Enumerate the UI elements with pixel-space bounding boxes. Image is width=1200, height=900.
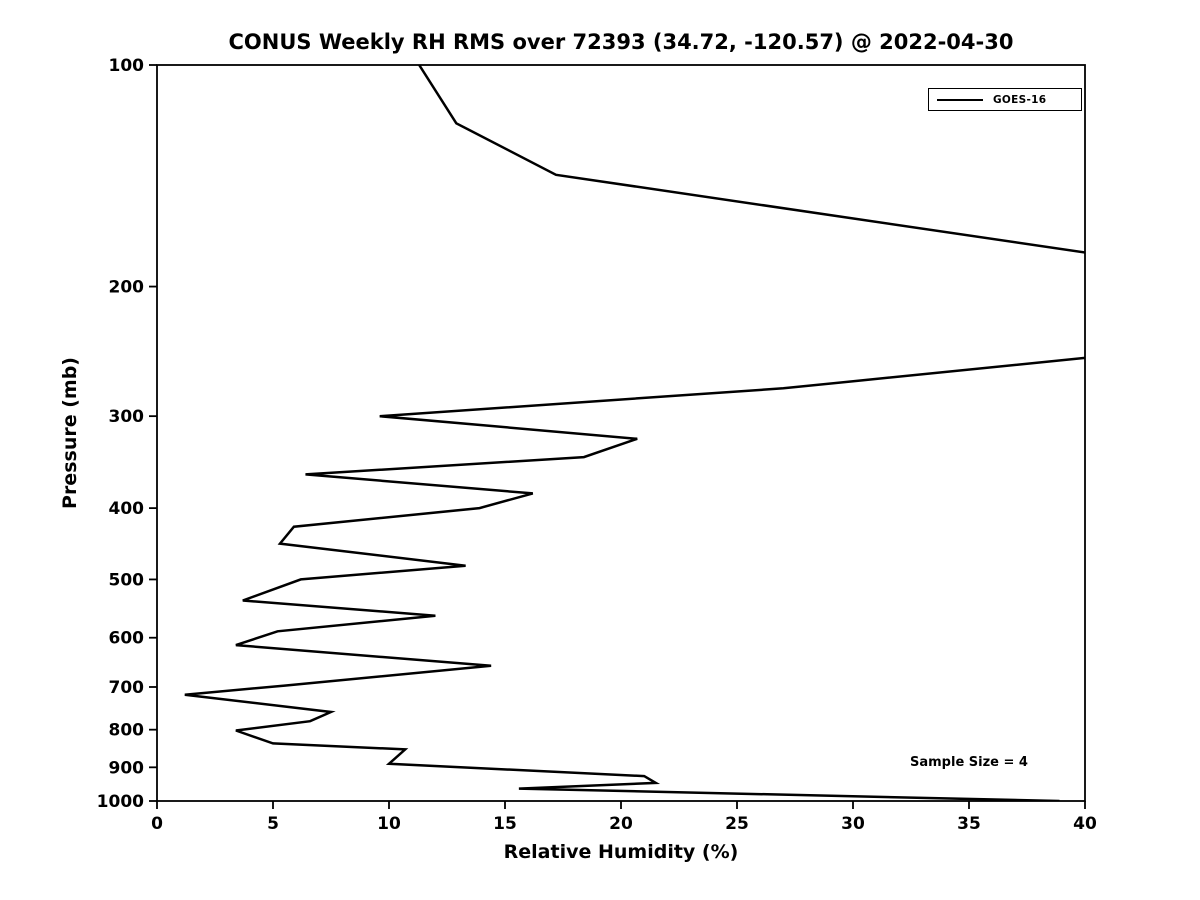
y-tick-label: 700 [109,678,145,698]
y-tick-label: 400 [109,499,145,519]
x-tick-label: 25 [725,814,749,834]
plot-border [156,64,1086,802]
x-axis-label: Relative Humidity (%) [503,841,739,863]
x-tick-label: 15 [493,814,517,834]
x-tick-label: 0 [151,814,163,834]
chart-title: CONUS Weekly RH RMS over 72393 (34.72, -… [228,30,1014,54]
x-tick-label: 5 [267,814,279,834]
y-tick-label: 600 [109,629,145,649]
y-tick-label: 200 [109,278,145,298]
x-tick-label: 30 [841,814,865,834]
y-tick-label: 500 [109,570,145,590]
series-line-goes-16 [184,65,1085,801]
legend-line-sample-icon [937,98,983,101]
y-axis-label: Pressure (mb) [59,357,81,509]
x-tick-label: 10 [377,814,401,834]
legend: GOES-16 [928,88,1082,111]
x-tick-label: 20 [609,814,633,834]
x-tick-label: 35 [957,814,981,834]
y-tick-label: 900 [109,758,145,778]
y-tick-label: 300 [109,407,145,427]
sample-size-annotation: Sample Size = 4 [910,755,1028,770]
y-tick-label: 100 [109,56,145,76]
x-tick-label: 40 [1073,814,1097,834]
y-tick-label: 1000 [97,792,144,812]
y-tick-label: 800 [109,721,145,741]
legend-label: GOES-16 [993,93,1047,106]
